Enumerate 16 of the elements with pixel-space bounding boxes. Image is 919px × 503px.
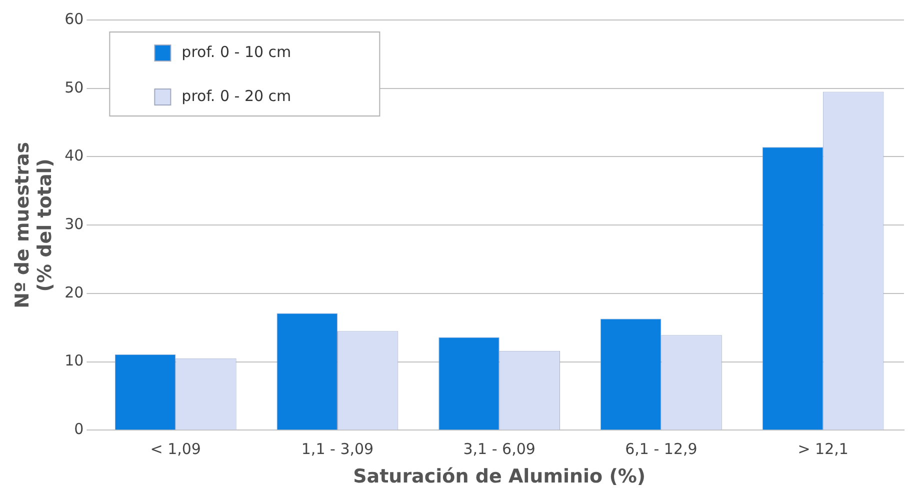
y-tick-label: 0 [74,420,84,438]
x-tick-label: 6,1 - 12,9 [625,440,698,458]
y-tick-label: 10 [64,352,84,370]
y-tick-label: 50 [64,78,84,96]
x-tick-label: > 12,1 [798,440,848,458]
y-tick-label: 40 [64,146,84,165]
legend-label: prof. 0 - 10 cm [182,42,292,61]
legend-label: prof. 0 - 20 cm [182,86,292,105]
x-tick-label: 1,1 - 3,09 [301,440,374,458]
x-tick-label: < 1,09 [150,440,201,458]
y-tick-label: 30 [64,214,84,233]
y-tick-label: 20 [64,283,84,302]
y-tick-label: 60 [64,10,84,28]
y-axis-title: Nº de muestras (% del total) [11,142,56,308]
x-tick-label: 3,1 - 6,09 [463,440,536,458]
x-axis-title: Saturación de Aluminio (%) [353,466,646,488]
